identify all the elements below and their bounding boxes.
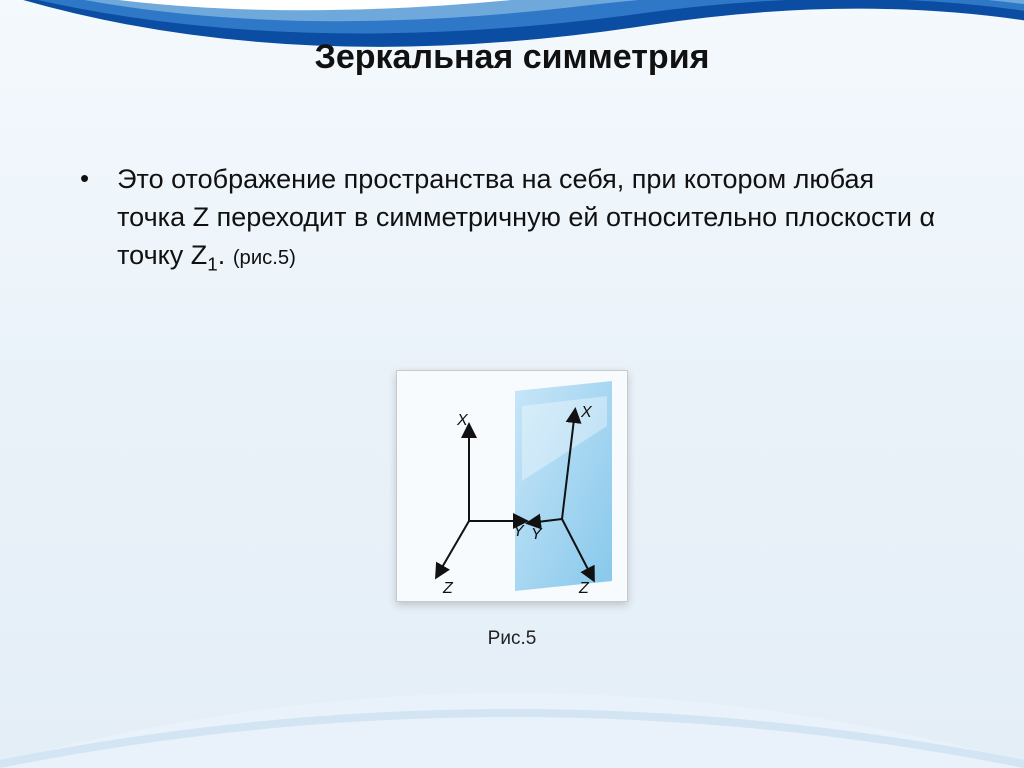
arc-white — [0, 0, 1024, 10]
label-right-y: Y — [531, 526, 543, 543]
figure-diagram: X Y Z X Y Z — [396, 370, 628, 602]
slide-title: Зеркальная симметрия — [0, 38, 1024, 77]
label-left-y: Y — [513, 523, 525, 540]
decor-bottom-arc — [0, 648, 1024, 768]
label-left-x: X — [456, 412, 469, 429]
bullet-marker: • — [80, 160, 89, 196]
figure-wrap: X Y Z X Y Z Рис.5 — [0, 370, 1024, 650]
axis-left-z — [437, 521, 469, 576]
label-right-z: Z — [578, 580, 590, 597]
arc-light — [0, 0, 1024, 21]
figure-caption: Рис.5 — [0, 628, 1024, 650]
bullet-text: Это отображение пространства на себя, пр… — [117, 160, 944, 284]
body-text: • Это отображение пространства на себя, … — [80, 160, 944, 284]
label-right-x: X — [580, 404, 593, 421]
bullet-item: • Это отображение пространства на себя, … — [80, 160, 944, 284]
arc-mid — [0, 0, 1024, 34]
label-left-z: Z — [442, 580, 454, 597]
slide: Зеркальная симметрия • Это отображение п… — [0, 0, 1024, 768]
